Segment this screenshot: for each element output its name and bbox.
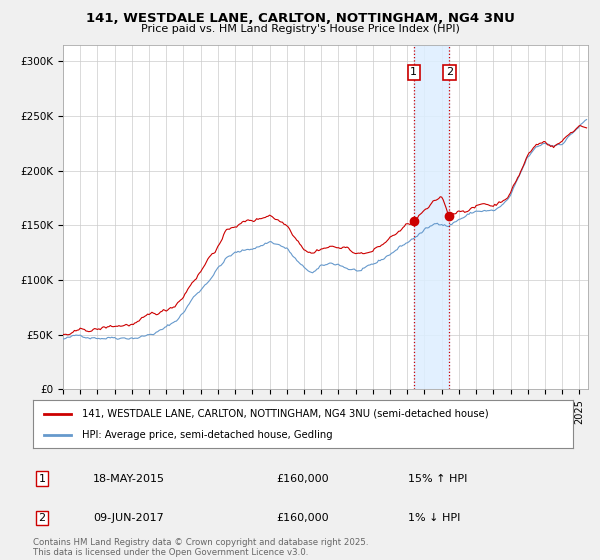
Text: 15% ↑ HPI: 15% ↑ HPI — [408, 474, 467, 484]
Text: 1% ↓ HPI: 1% ↓ HPI — [408, 513, 460, 523]
Bar — [414, 45, 449, 389]
Text: £160,000: £160,000 — [276, 513, 329, 523]
Text: 141, WESTDALE LANE, CARLTON, NOTTINGHAM, NG4 3NU (semi-detached house): 141, WESTDALE LANE, CARLTON, NOTTINGHAM,… — [82, 409, 488, 419]
Text: Contains HM Land Registry data © Crown copyright and database right 2025.
This d: Contains HM Land Registry data © Crown c… — [33, 538, 368, 557]
Text: 2: 2 — [446, 67, 453, 77]
Text: 2: 2 — [38, 513, 46, 523]
Text: 18-MAY-2015: 18-MAY-2015 — [93, 474, 165, 484]
Text: £160,000: £160,000 — [276, 474, 329, 484]
Text: HPI: Average price, semi-detached house, Gedling: HPI: Average price, semi-detached house,… — [82, 430, 332, 440]
Text: 141, WESTDALE LANE, CARLTON, NOTTINGHAM, NG4 3NU: 141, WESTDALE LANE, CARLTON, NOTTINGHAM,… — [86, 12, 514, 25]
Text: 1: 1 — [38, 474, 46, 484]
Text: 09-JUN-2017: 09-JUN-2017 — [93, 513, 164, 523]
Text: 1: 1 — [410, 67, 418, 77]
Text: Price paid vs. HM Land Registry's House Price Index (HPI): Price paid vs. HM Land Registry's House … — [140, 24, 460, 34]
